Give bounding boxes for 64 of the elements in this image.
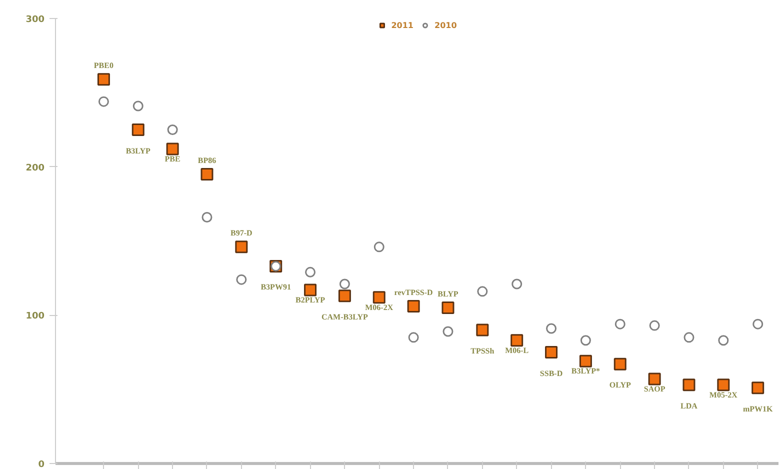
point [580, 335, 591, 346]
point [442, 302, 454, 314]
point [545, 346, 558, 358]
point [442, 326, 454, 337]
point [648, 372, 661, 386]
point [305, 266, 316, 278]
x-tick-label: CAM-B3LYP [322, 312, 368, 322]
point [476, 324, 489, 336]
x-tick-label: revTPSS-D [394, 288, 434, 297]
x-tick-label: OLYP [609, 380, 631, 390]
point [684, 332, 694, 343]
x-tick-label: M05-2X [709, 390, 738, 400]
point [718, 335, 729, 346]
y-tick-label: 100 [26, 312, 45, 322]
x-tick-label: PBE0 [94, 60, 114, 70]
x-tick-label: TPSSh [470, 346, 495, 356]
point [304, 284, 317, 296]
point [339, 278, 350, 290]
x-tick-label: PBE [164, 154, 180, 164]
point [510, 334, 524, 347]
y-tick-label: 0 [38, 460, 45, 469]
x-tick-label: B2PLYP [296, 295, 326, 304]
point [752, 382, 764, 394]
point [374, 242, 384, 252]
x-tick-label: B3LYP* [571, 366, 600, 376]
point [132, 100, 144, 112]
x-tick-label: BP86 [198, 156, 216, 165]
point [579, 354, 592, 368]
point [98, 96, 109, 107]
x-tick-label: B3PW91 [260, 282, 291, 292]
x-tick-label: BLYP [438, 289, 458, 298]
point [512, 278, 522, 290]
point [546, 323, 557, 334]
point [477, 286, 488, 297]
legend-label: 2010 [434, 20, 457, 30]
point [717, 378, 730, 392]
point [236, 274, 247, 285]
point [649, 320, 660, 331]
y-tick-label: 200 [26, 163, 45, 174]
x-tick-label: M06-2X [365, 302, 394, 312]
point [97, 73, 110, 86]
point [235, 240, 248, 254]
point [338, 290, 351, 302]
point [407, 300, 420, 313]
x-tick-label: SSB-D [540, 368, 563, 378]
point [752, 318, 764, 330]
y-tick-label: 300 [26, 15, 45, 25]
x-tick-label: B97-D [230, 228, 253, 238]
x-tick-label: SAOP [644, 384, 666, 394]
point [408, 332, 419, 343]
point [202, 212, 212, 223]
point [200, 168, 214, 180]
legend-label: 2011 [391, 20, 414, 30]
point [682, 378, 696, 392]
point [372, 291, 386, 304]
point [614, 318, 626, 330]
x-tick-label: mPW1K [742, 404, 774, 414]
point [167, 124, 178, 135]
point [614, 358, 626, 370]
x-tick-label: M06-L [505, 346, 529, 355]
x-tick-label: B3LYP [126, 146, 151, 156]
x-tick-label: LDA [680, 401, 698, 410]
point [132, 124, 144, 136]
point [166, 142, 179, 156]
